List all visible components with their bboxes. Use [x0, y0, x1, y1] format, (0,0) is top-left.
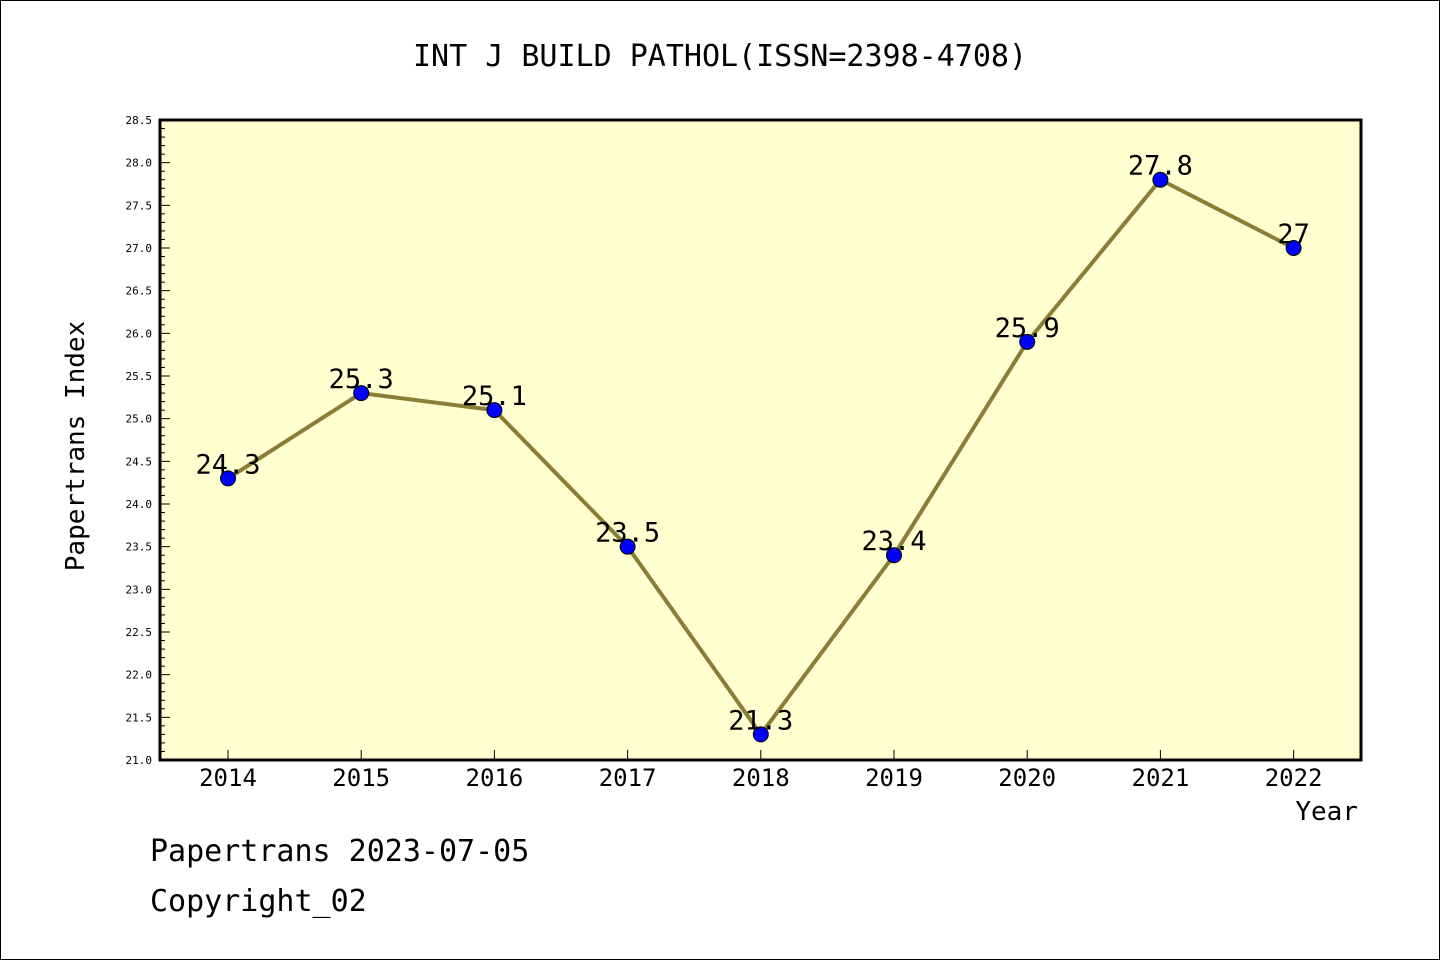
y-tick-label: 27.0	[126, 242, 153, 255]
y-tick-label: 28.5	[126, 114, 153, 127]
y-tick-label: 21.0	[126, 754, 153, 767]
x-tick-label: 2017	[599, 764, 657, 792]
y-tick-label: 22.5	[126, 626, 153, 639]
data-point	[1285, 240, 1302, 256]
x-axis-label: Year	[1295, 797, 1358, 827]
chart-title: INT J BUILD PATHOL(ISSN=2398-4708)	[413, 39, 1027, 74]
footer-copyright-text: Copyright_02	[150, 884, 367, 919]
y-tick-label: 27.5	[126, 199, 153, 212]
data-label: 27.8	[1128, 151, 1193, 182]
series-group: 24.3 25.3 25.1 23.5 21.3 23.4 25.9 27.8 27	[195, 151, 1310, 743]
data-point	[220, 470, 236, 487]
data-label: 23.5	[595, 518, 660, 549]
x-tick-label: 2020	[998, 764, 1056, 792]
data-point	[886, 547, 902, 564]
y-tick-label: 24.0	[126, 498, 153, 511]
y-tick-label: 23.0	[126, 583, 153, 596]
y-tick-label: 21.5	[126, 711, 153, 724]
data-point	[1019, 333, 1036, 350]
data-label: 27	[1277, 219, 1310, 250]
x-tick-label: 2016	[466, 764, 524, 792]
data-label: 23.4	[861, 526, 926, 557]
data-point	[619, 538, 636, 555]
y-tick-label: 23.5	[126, 541, 153, 554]
y-tick-label: 26.5	[126, 285, 153, 298]
y-axis-label: Papertrans Index	[61, 321, 91, 571]
data-point	[353, 385, 370, 402]
y-tick-label: 22.0	[126, 669, 153, 682]
data-label: 24.3	[195, 449, 260, 480]
x-tick-label: 2015	[332, 764, 390, 792]
footer-date-text: Papertrans 2023-07-05	[150, 834, 530, 869]
plot-area	[158, 118, 1363, 762]
x-tick-label: 2022	[1265, 764, 1323, 792]
y-tick-label: 25.5	[126, 370, 153, 383]
data-point	[486, 402, 503, 419]
x-tick-label: 2018	[732, 764, 790, 792]
data-label: 25.1	[462, 381, 527, 412]
data-label: 25.3	[329, 364, 394, 395]
x-tick-label: 2019	[865, 764, 923, 792]
x-tick-label: 2021	[1132, 764, 1190, 792]
data-point	[1152, 171, 1169, 188]
y-tick-label: 28.0	[126, 157, 153, 170]
x-tick-label: 2014	[199, 764, 257, 792]
y-tick-label: 25.0	[126, 413, 153, 426]
y-tick-label: 26.0	[126, 327, 153, 340]
x-axis-ticks: 2014 2015 2016 2017 2018 2019 2020 2021 2022	[199, 750, 1322, 792]
data-label: 21.3	[728, 705, 793, 736]
y-tick-label: 24.5	[126, 455, 153, 468]
y-axis-ticks: 21.0 21.5 22.0 22.5 23.0 23.5 24.0 24.5 25.0 25.5…	[126, 114, 170, 767]
data-point	[752, 726, 769, 743]
data-label: 25.9	[995, 313, 1060, 344]
